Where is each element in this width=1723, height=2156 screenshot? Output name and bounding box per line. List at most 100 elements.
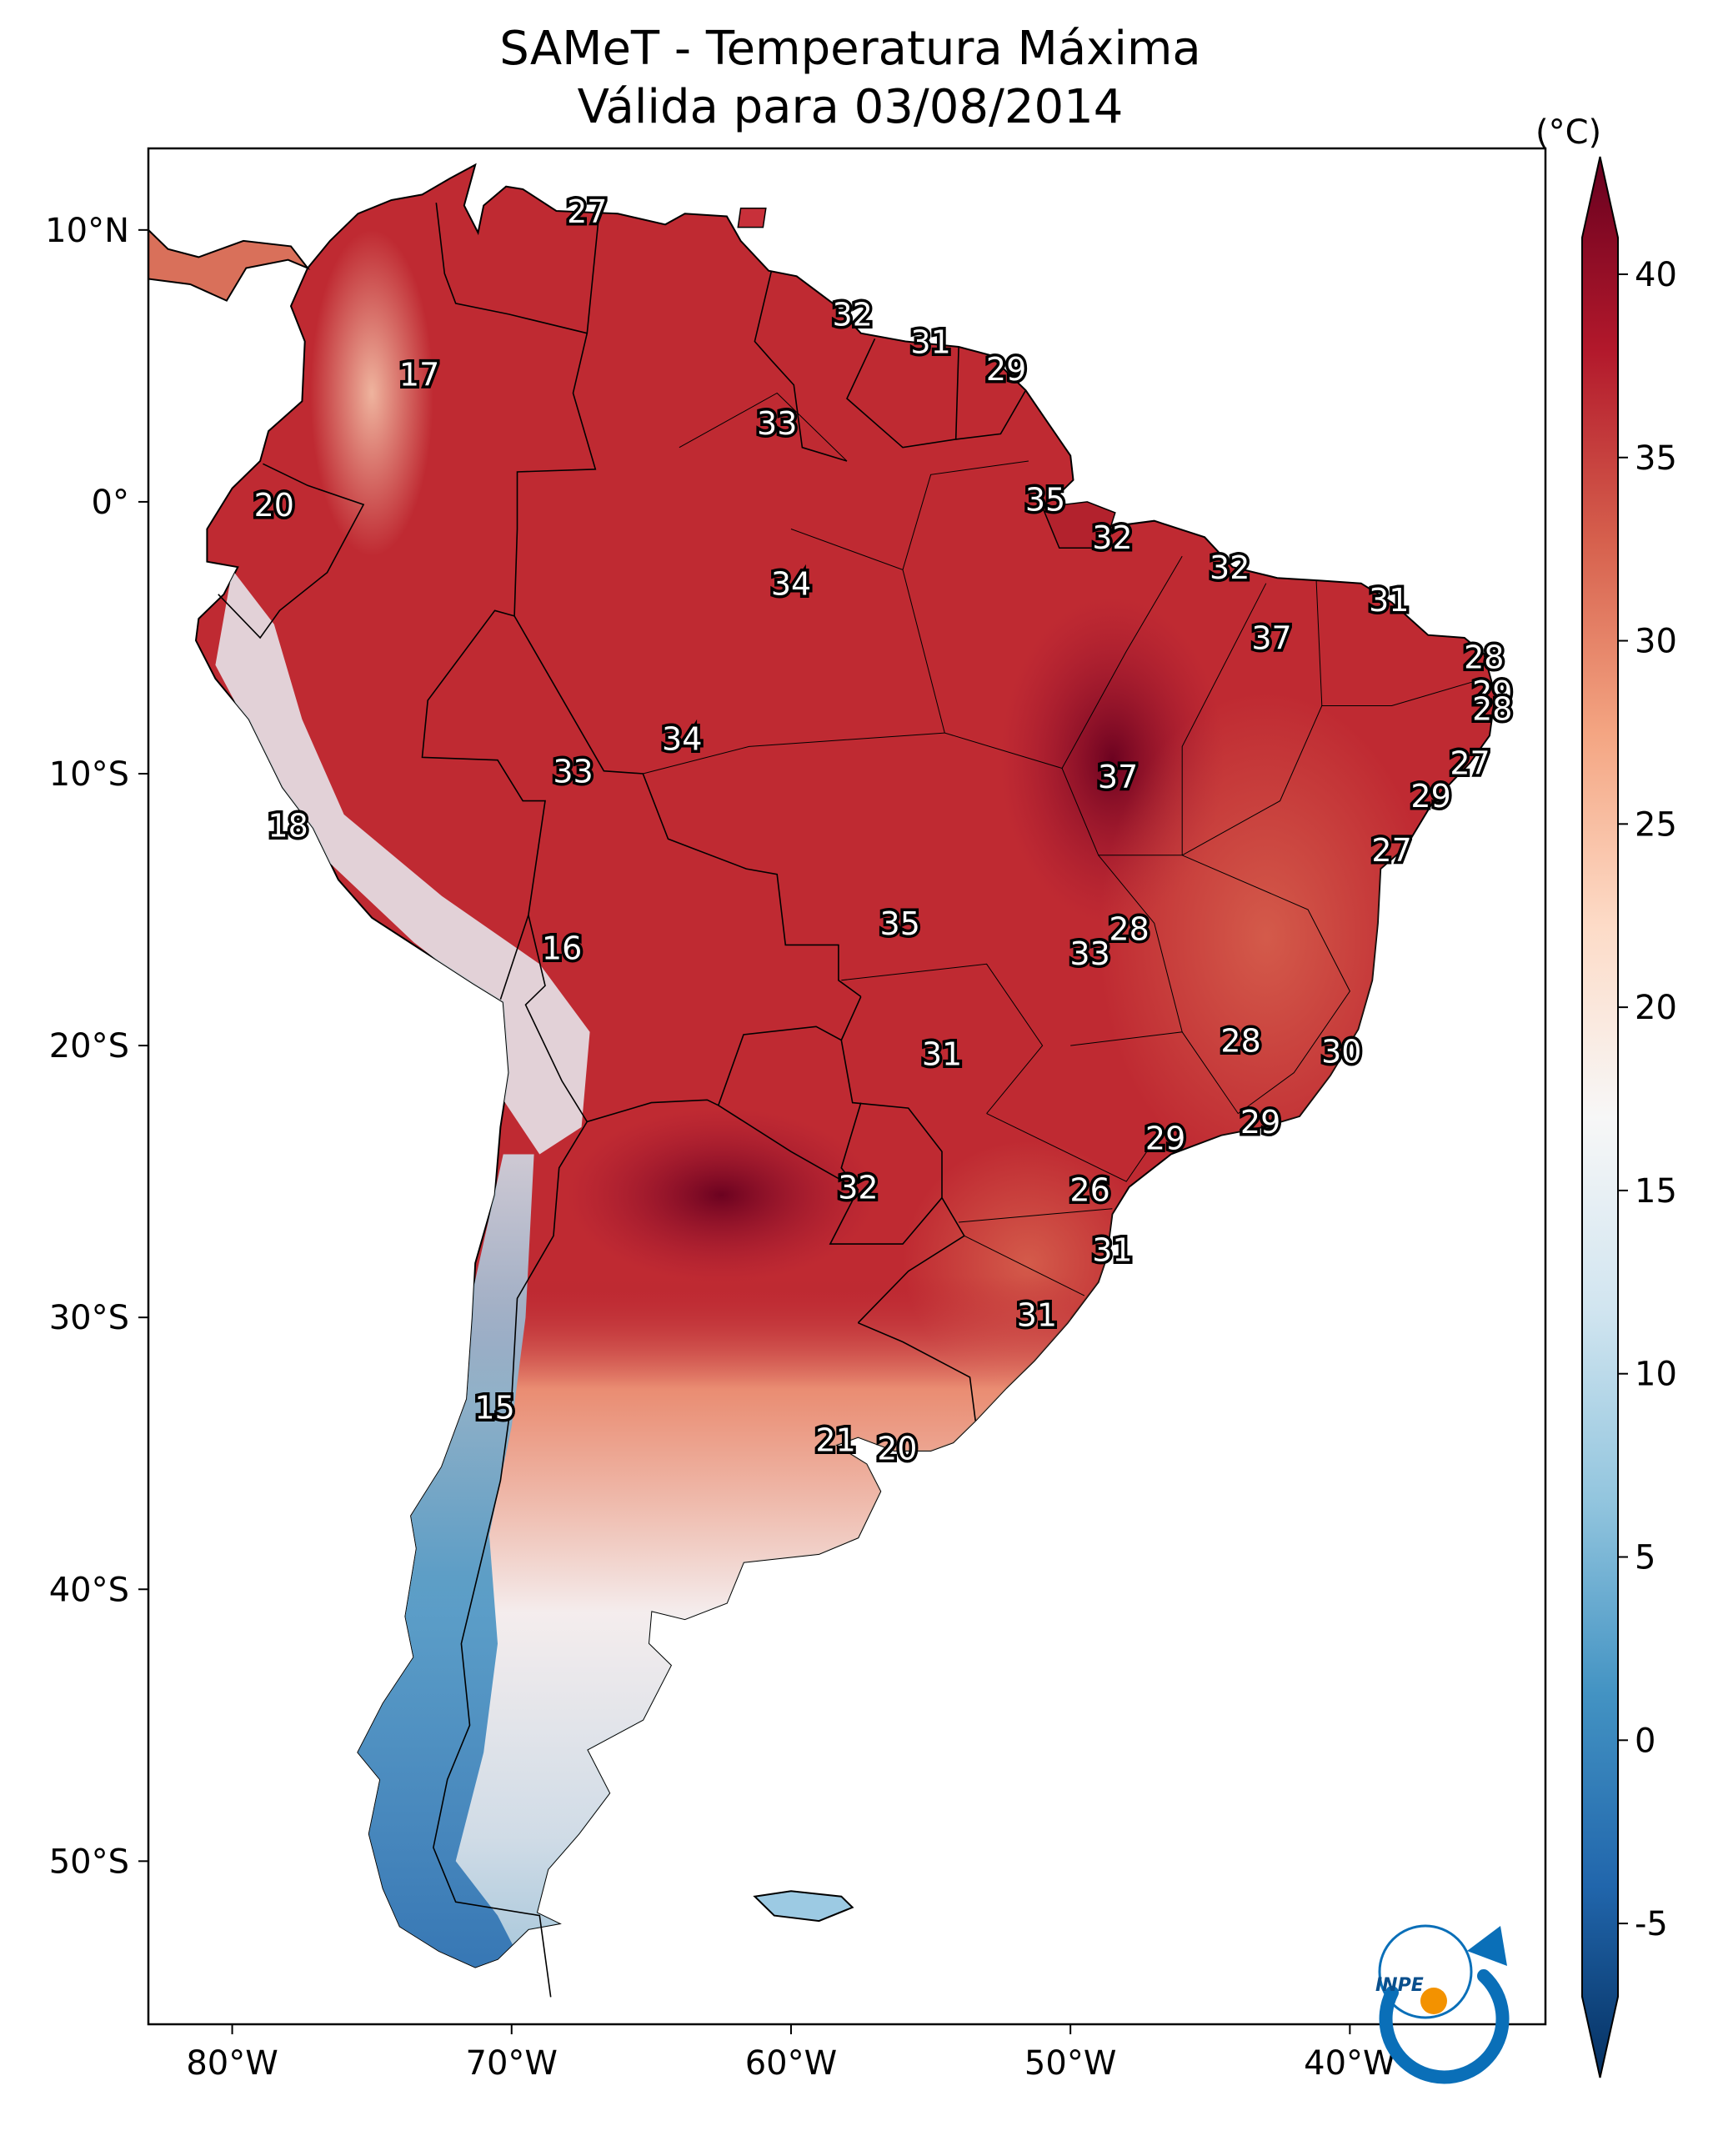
cool-zone-southern-cone xyxy=(232,1276,1071,1968)
station-label: 15 xyxy=(474,1390,514,1426)
station-label: 28 xyxy=(1472,691,1512,728)
station-label: 31 xyxy=(910,323,950,360)
lon-tick-label: 80°W xyxy=(186,2044,278,2083)
station-label: 27 xyxy=(567,193,607,230)
map-frame xyxy=(147,147,1547,2026)
colorbar-tick-label: -5 xyxy=(1635,1905,1668,1943)
station-label: 32 xyxy=(1210,549,1250,586)
colorbar-tick-label: 0 xyxy=(1635,1722,1655,1760)
colorbar-body xyxy=(1581,156,1619,2078)
lon-tick-label: 50°W xyxy=(1024,2044,1116,2083)
logo-dot xyxy=(1420,1988,1447,2014)
colorbar-tick-label: 10 xyxy=(1635,1356,1677,1394)
lon-tick-label: 70°W xyxy=(466,2044,558,2083)
lon-tick-label: 60°W xyxy=(745,2044,837,2083)
lat-tick-label: 10°N xyxy=(45,212,129,250)
border-line xyxy=(840,1102,862,1191)
state-border-line xyxy=(643,732,945,775)
state-border-line xyxy=(1181,705,1323,856)
cool-zone-colombia-andes xyxy=(310,229,433,557)
station-label: 27 xyxy=(1450,745,1490,782)
station-label: 32 xyxy=(1092,519,1132,556)
station-label: 29 xyxy=(986,351,1026,388)
state-border-line xyxy=(1181,855,1350,1115)
border-line xyxy=(524,915,862,1123)
station-label: 28 xyxy=(1220,1022,1260,1059)
station-label: 35 xyxy=(880,905,920,942)
station-label: 26 xyxy=(1069,1172,1109,1209)
inpe-logo: INPE xyxy=(1375,1924,1510,2084)
map-subtitle: Válida para 03/08/2014 xyxy=(577,80,1124,134)
border-line xyxy=(955,389,1027,440)
lat-tick-label: 10°S xyxy=(49,755,129,794)
state-border-line xyxy=(902,460,1029,570)
state-border-line xyxy=(959,1208,1113,1223)
trinidad-island xyxy=(737,207,767,228)
station-label: 29 xyxy=(1240,1104,1280,1141)
marajo-island xyxy=(1041,501,1116,549)
islands xyxy=(148,207,1116,1923)
border-line xyxy=(858,1321,976,1421)
station-label: 30 xyxy=(1321,1033,1361,1070)
state-border-line xyxy=(679,392,848,462)
border-line xyxy=(513,333,597,616)
station-label: 34 xyxy=(771,566,811,603)
station-label: 28 xyxy=(1464,639,1504,676)
state-border-line xyxy=(1181,583,1267,855)
station-label: 31 xyxy=(1092,1231,1132,1268)
logo-swoosh xyxy=(1379,1969,1510,2084)
border-line xyxy=(754,270,848,462)
station-label: 37 xyxy=(1098,759,1138,795)
station-label: 20 xyxy=(254,487,294,524)
hot-core-chaco xyxy=(567,1108,875,1282)
logo-text: INPE xyxy=(1375,1975,1424,1996)
border-line xyxy=(513,615,862,998)
station-label: 35 xyxy=(1025,481,1065,518)
station-label: 31 xyxy=(1017,1297,1057,1334)
state-border-line xyxy=(1061,555,1183,769)
state-border-line xyxy=(1315,580,1485,706)
station-label: 33 xyxy=(757,405,797,442)
station-label: 18 xyxy=(268,808,308,845)
state-border-line xyxy=(1070,855,1183,1046)
station-label: 21 xyxy=(815,1422,855,1459)
station-label: 29 xyxy=(1472,674,1512,711)
state-border-line xyxy=(790,529,1183,856)
border-line xyxy=(846,338,959,449)
station-label: 37 xyxy=(1251,620,1291,657)
station-label: 34 xyxy=(662,720,702,757)
border-line xyxy=(421,609,546,1000)
map-title: SAMeT - Temperatura Máxima xyxy=(499,22,1201,76)
border-line xyxy=(840,1040,965,1324)
station-label: 29 xyxy=(1410,778,1450,815)
colorbar-ticks: 40 35 30 25 20 15 10 5 0 -5 xyxy=(1618,256,1677,1943)
lat-tick-label: 30°S xyxy=(49,1299,129,1337)
colorbar-tick-label: 25 xyxy=(1635,805,1677,844)
colorbar-tick-label: 5 xyxy=(1635,1539,1655,1577)
station-label: 31 xyxy=(1369,582,1409,619)
colorbar-tick-label: 35 xyxy=(1635,439,1677,478)
station-label: 32 xyxy=(833,297,873,333)
axis-ticks: 10°N 0° 10°S 20°S 30°S 40°S 50°S 80°W 70°W 60°W 50… xyxy=(45,212,1395,2083)
border-line xyxy=(435,203,599,334)
lon-tick-label: 40°W xyxy=(1304,2044,1395,2083)
border-line xyxy=(433,1121,588,1998)
colorbar-tick-label: 20 xyxy=(1635,989,1677,1027)
lat-tick-label: 50°S xyxy=(49,1843,129,1881)
logo-arrowhead xyxy=(1467,1926,1507,1966)
border-line xyxy=(718,1105,943,1245)
cold-zone-andes xyxy=(358,1154,540,1968)
station-label: 31 xyxy=(922,1036,962,1073)
station-label: 32 xyxy=(838,1169,878,1206)
station-label: 16 xyxy=(542,930,582,967)
falkland-islands xyxy=(753,1890,854,1923)
colorbar: 40 35 30 25 20 15 10 5 0 -5 (°C) xyxy=(1535,113,1677,2078)
lat-tick-label: 20°S xyxy=(49,1027,129,1065)
central-america-landmass xyxy=(148,228,311,302)
station-label: 28 xyxy=(1109,911,1149,948)
colorbar-tick-label: 40 xyxy=(1635,256,1677,294)
station-label: 33 xyxy=(553,754,593,790)
station-label: 33 xyxy=(1069,935,1109,972)
